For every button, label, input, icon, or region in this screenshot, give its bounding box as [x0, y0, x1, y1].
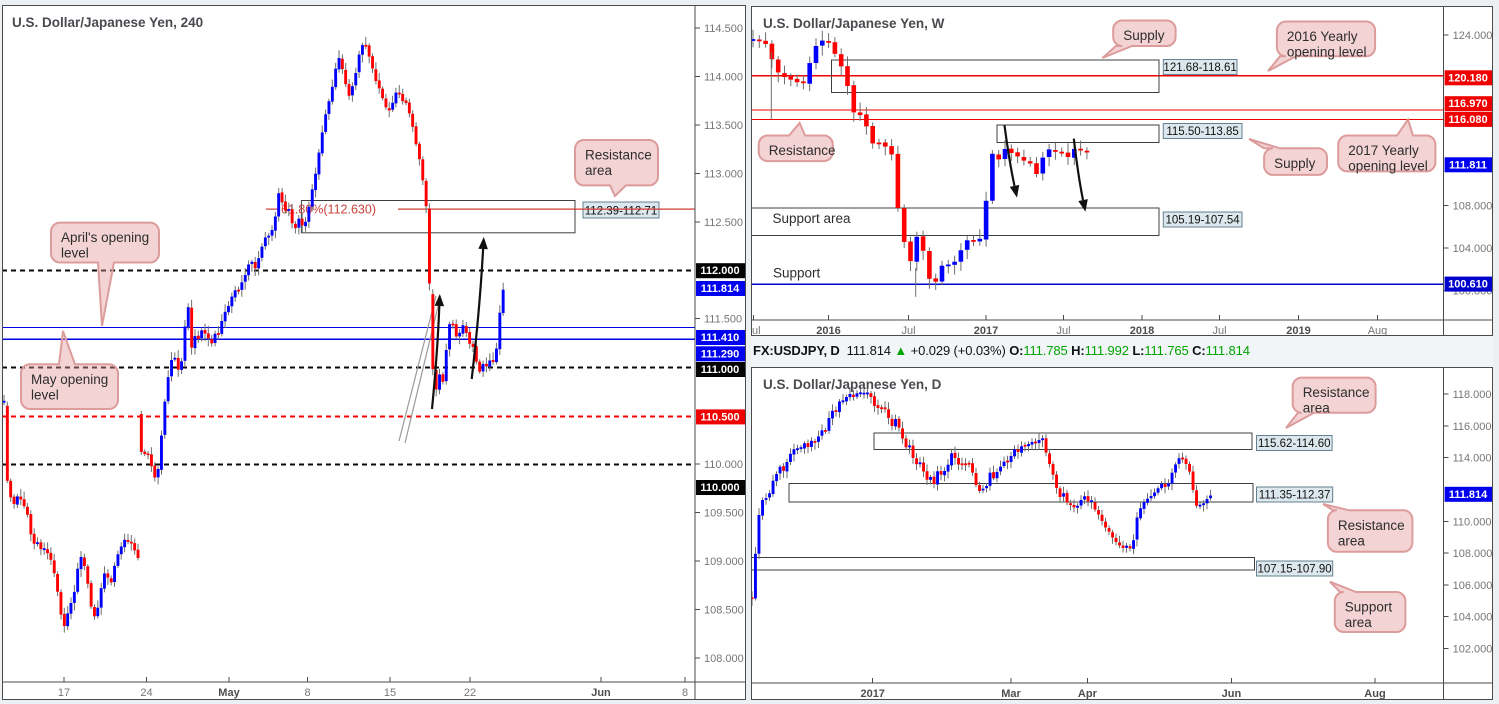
svg-text:8: 8 — [682, 687, 688, 699]
svg-text:111.35-112.37: 111.35-112.37 — [1259, 490, 1331, 502]
svg-text:107.15-107.90: 107.15-107.90 — [1258, 564, 1332, 576]
svg-text:8: 8 — [304, 687, 310, 699]
svg-text:Resistance: Resistance — [1338, 518, 1405, 533]
svg-text:110.000: 110.000 — [700, 482, 739, 494]
svg-text:Jul: Jul — [1212, 325, 1226, 336]
svg-text:Resistance: Resistance — [1303, 385, 1370, 400]
svg-text:113.000: 113.000 — [704, 168, 743, 180]
svg-text:116.970: 116.970 — [1448, 98, 1487, 110]
svg-text:Resistance: Resistance — [769, 143, 836, 158]
svg-text:Apr: Apr — [1078, 688, 1098, 700]
svg-text:124.000: 124.000 — [1453, 30, 1493, 42]
svg-text:Mar: Mar — [1001, 688, 1021, 700]
svg-text:opening level: opening level — [1348, 159, 1428, 174]
svg-text:111.814: 111.814 — [1449, 489, 1488, 501]
svg-text:Jun: Jun — [591, 687, 611, 699]
svg-text:100.610: 100.610 — [1448, 279, 1488, 291]
svg-text:114.500: 114.500 — [704, 23, 743, 35]
svg-text:Jul: Jul — [751, 325, 761, 336]
svg-text:2017: 2017 — [860, 688, 884, 700]
svg-text:111.814: 111.814 — [701, 283, 740, 295]
svg-text:111.410: 111.410 — [701, 332, 740, 344]
svg-text:Supply: Supply — [1274, 156, 1316, 171]
svg-text:2018: 2018 — [1130, 325, 1154, 336]
svg-text:112.000: 112.000 — [700, 265, 739, 277]
svg-text:118.000: 118.000 — [1453, 389, 1492, 401]
svg-text:Resistance: Resistance — [585, 148, 652, 163]
svg-text:Supply: Supply — [1123, 28, 1165, 43]
svg-text:Jul: Jul — [901, 325, 915, 336]
svg-text:110.500: 110.500 — [700, 411, 739, 423]
svg-text:April's opening: April's opening — [61, 230, 149, 245]
svg-text:106.000: 106.000 — [1453, 580, 1493, 592]
svg-text:109.000: 109.000 — [704, 556, 744, 568]
svg-text:opening level: opening level — [1287, 45, 1367, 60]
svg-text:111.811: 111.811 — [1449, 159, 1487, 171]
svg-text:108.500: 108.500 — [704, 605, 744, 617]
svg-text:105.19-107.54: 105.19-107.54 — [1166, 215, 1241, 227]
svg-text:May: May — [218, 687, 240, 699]
svg-text:Support: Support — [773, 266, 821, 281]
svg-text:108.000: 108.000 — [704, 653, 744, 665]
svg-text:area: area — [585, 163, 613, 178]
svg-text:level: level — [61, 246, 89, 261]
svg-text:111.500: 111.500 — [704, 314, 742, 326]
svg-text:120.180: 120.180 — [1448, 72, 1488, 84]
svg-text:109.500: 109.500 — [704, 508, 744, 520]
svg-text:Aug: Aug — [1364, 688, 1385, 700]
svg-text:May opening: May opening — [31, 372, 108, 387]
svg-text:108.000: 108.000 — [1453, 200, 1493, 212]
svg-text:2017 Yearly: 2017 Yearly — [1348, 143, 1419, 158]
svg-text:116.000: 116.000 — [1453, 421, 1492, 433]
svg-text:121.68-118.61: 121.68-118.61 — [1163, 62, 1236, 74]
svg-text:22: 22 — [464, 687, 476, 699]
svg-text:115.50-113.85: 115.50-113.85 — [1166, 126, 1238, 138]
svg-text:15: 15 — [384, 687, 396, 699]
svg-text:114.000: 114.000 — [704, 71, 743, 83]
svg-text:Jun: Jun — [1222, 688, 1242, 700]
svg-text:level: level — [31, 387, 59, 402]
svg-text:U.S. Dollar/Japanese Yen, D: U.S. Dollar/Japanese Yen, D — [763, 377, 942, 392]
svg-text:111.290: 111.290 — [701, 348, 740, 360]
svg-text:114.000: 114.000 — [1453, 453, 1492, 465]
svg-text:Support area: Support area — [773, 211, 852, 226]
svg-text:102.000: 102.000 — [1453, 644, 1493, 656]
svg-text:U.S. Dollar/Japanese Yen, W: U.S. Dollar/Japanese Yen, W — [763, 16, 945, 31]
svg-text:2016 Yearly: 2016 Yearly — [1287, 29, 1358, 44]
svg-text:116.080: 116.080 — [1448, 114, 1487, 126]
svg-text:115.62-114.60: 115.62-114.60 — [1258, 438, 1330, 450]
svg-text:2019: 2019 — [1286, 325, 1310, 336]
svg-text:area: area — [1338, 533, 1366, 548]
svg-text:110.000: 110.000 — [704, 459, 743, 471]
svg-text:Support: Support — [1345, 600, 1393, 615]
svg-text:area: area — [1303, 401, 1331, 416]
svg-text:61.80%(112.630): 61.80%(112.630) — [281, 203, 376, 217]
svg-text:112.39-112.71: 112.39-112.71 — [585, 206, 657, 218]
svg-text:area: area — [1345, 615, 1373, 630]
svg-text:108.000: 108.000 — [1453, 548, 1493, 560]
svg-text:113.500: 113.500 — [704, 120, 743, 132]
svg-text:104.000: 104.000 — [1453, 243, 1493, 255]
svg-text:112.500: 112.500 — [704, 217, 743, 229]
svg-text:Jul: Jul — [1056, 325, 1070, 336]
svg-text:17: 17 — [58, 687, 70, 699]
svg-text:2016: 2016 — [816, 325, 840, 336]
svg-text:110.000: 110.000 — [1453, 516, 1492, 528]
svg-text:24: 24 — [140, 687, 152, 699]
svg-text:2017: 2017 — [974, 325, 998, 336]
svg-text:111.000: 111.000 — [701, 364, 740, 376]
svg-text:104.000: 104.000 — [1453, 612, 1493, 624]
svg-text:Aug: Aug — [1368, 325, 1388, 336]
svg-text:U.S. Dollar/Japanese Yen, 240: U.S. Dollar/Japanese Yen, 240 — [12, 15, 203, 30]
